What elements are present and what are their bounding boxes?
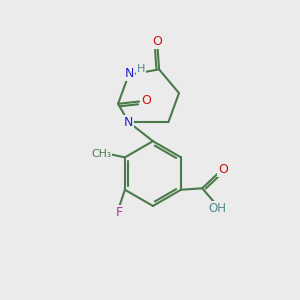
Text: N: N bbox=[125, 68, 134, 80]
Text: O: O bbox=[141, 94, 151, 107]
Text: N: N bbox=[123, 116, 133, 129]
Text: CH₃: CH₃ bbox=[91, 149, 111, 159]
Text: O: O bbox=[218, 163, 228, 176]
Text: H: H bbox=[137, 64, 145, 74]
Text: F: F bbox=[116, 206, 123, 219]
Text: O: O bbox=[153, 35, 163, 48]
Text: OH: OH bbox=[208, 202, 226, 215]
